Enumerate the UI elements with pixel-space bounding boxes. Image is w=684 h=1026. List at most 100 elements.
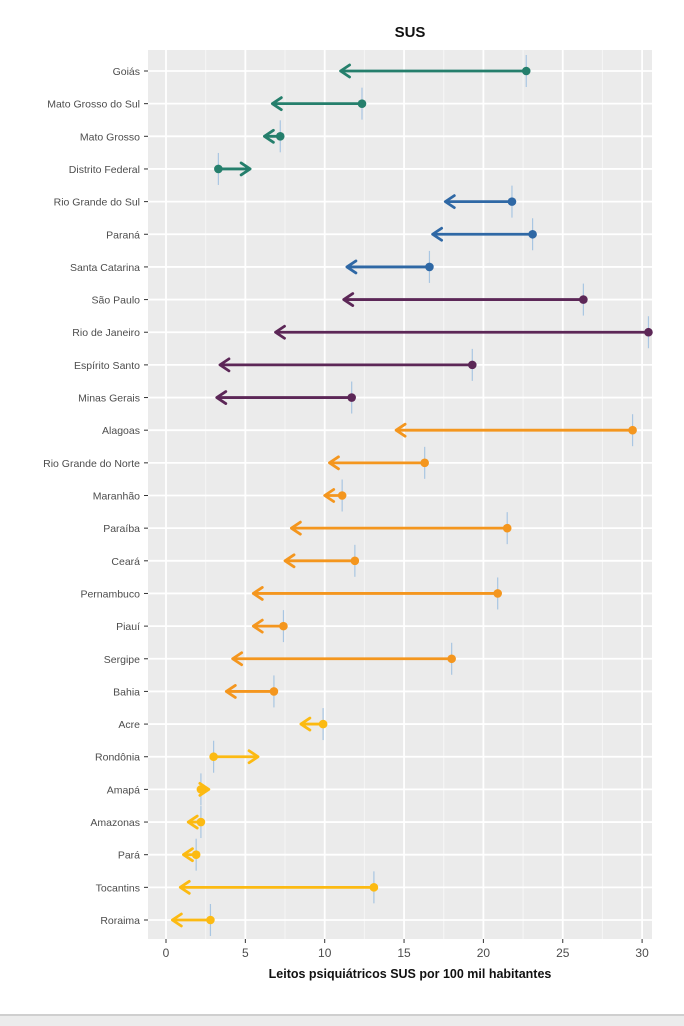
- y-tick-label: Minas Gerais: [78, 393, 140, 405]
- start-point: [275, 132, 285, 141]
- y-tick-label: Tocantins: [96, 882, 140, 894]
- state-row: [339, 55, 531, 87]
- y-tick-label: Amapá: [107, 784, 140, 796]
- plot-panel: [148, 50, 652, 939]
- arrow-head: [299, 716, 312, 732]
- arrow-head: [323, 488, 336, 503]
- state-row: [251, 577, 502, 610]
- arrow-head: [431, 226, 444, 242]
- start-point: [337, 491, 347, 500]
- x-axis: 0 5 10 15 20 25 30: [163, 939, 649, 960]
- y-tick-label: Rio Grande do Norte: [43, 458, 140, 470]
- state-row: [209, 740, 260, 773]
- state-row: [328, 446, 429, 479]
- arrow-head: [198, 781, 211, 797]
- y-tick-label: Rondônia: [95, 752, 140, 764]
- state-row: [299, 708, 328, 741]
- x-tick-label: 30: [635, 946, 649, 960]
- arrow-head: [224, 684, 237, 699]
- state-row: [178, 871, 379, 904]
- start-point: [521, 66, 531, 76]
- start-point: [507, 197, 517, 206]
- state-row: [170, 904, 215, 936]
- start-point: [644, 327, 653, 337]
- y-tick-label: Paraíba: [103, 523, 140, 535]
- start-point: [196, 817, 206, 827]
- arrow-head: [186, 814, 199, 830]
- start-point: [425, 262, 434, 272]
- state-row: [443, 185, 517, 218]
- arrow-head: [231, 651, 244, 667]
- y-tick-label: Bahia: [113, 686, 140, 698]
- start-point: [369, 883, 379, 892]
- start-point: [196, 785, 206, 794]
- start-point: [357, 99, 367, 108]
- state-row: [342, 283, 588, 316]
- state-row: [215, 381, 356, 414]
- arrow-head: [215, 390, 228, 405]
- y-tick-label: Mato Grosso do Sul: [47, 99, 140, 111]
- arrow-head: [394, 422, 407, 438]
- y-tick-label: Acre: [118, 719, 140, 731]
- arrow-head: [274, 324, 286, 340]
- state-row: [182, 838, 201, 871]
- state-row: [214, 152, 252, 185]
- start-point: [447, 654, 456, 664]
- y-tick-label: Roraima: [100, 915, 140, 927]
- y-tick-label: Paraná: [106, 229, 140, 241]
- arrow-head: [170, 912, 183, 928]
- y-tick-label: Espírito Santo: [74, 360, 140, 372]
- state-row: [431, 218, 537, 251]
- state-row: [186, 806, 206, 839]
- arrow-head: [251, 586, 264, 601]
- y-axis: Goiás Mato Grosso do Sul Mato Grosso Distri…: [43, 66, 148, 927]
- y-tick-label: Distrito Federal: [69, 164, 140, 176]
- state-row: [283, 544, 360, 577]
- start-point: [269, 687, 279, 696]
- x-tick-label: 20: [477, 946, 491, 960]
- x-axis-label: Leitos psiquiátricos SUS por 100 mil hab…: [269, 967, 552, 981]
- y-tick-label: Pernambuco: [80, 588, 140, 600]
- start-point: [528, 229, 537, 239]
- chart-title: SUS: [395, 24, 426, 41]
- arrow-head: [182, 847, 194, 863]
- start-point: [191, 850, 201, 859]
- y-tick-label: Pará: [118, 850, 140, 862]
- arrow-head: [239, 161, 252, 177]
- arrow-head: [247, 749, 260, 765]
- start-point: [350, 556, 360, 566]
- start-point: [347, 393, 356, 402]
- y-tick-label: Ceará: [111, 556, 140, 568]
- arrow-head: [178, 879, 191, 895]
- arrow-head: [283, 553, 296, 569]
- y-tick-label: Santa Catarina: [70, 262, 140, 274]
- arrow-head: [443, 194, 456, 210]
- arrow-head: [342, 292, 355, 307]
- y-tick-label: Amazonas: [90, 817, 140, 829]
- y-tick-label: Goiás: [113, 66, 140, 78]
- x-tick-label: 5: [242, 946, 249, 960]
- state-row: [231, 642, 456, 675]
- start-point: [502, 523, 512, 533]
- state-row: [323, 479, 347, 512]
- state-row: [224, 675, 279, 708]
- arrow-head: [270, 96, 283, 112]
- arrow-head: [345, 259, 358, 275]
- start-point: [318, 719, 328, 729]
- state-row: [251, 610, 288, 643]
- arrow-head: [339, 63, 351, 79]
- state-row: [289, 512, 512, 545]
- state-row: [345, 250, 434, 283]
- y-tick-label: Alagoas: [102, 425, 140, 437]
- state-row: [262, 120, 285, 153]
- x-tick-label: 15: [397, 946, 411, 960]
- start-point: [628, 425, 637, 435]
- x-tick-label: 25: [556, 946, 570, 960]
- x-tick-label: 10: [318, 946, 332, 960]
- y-tick-label: Sergipe: [104, 654, 140, 666]
- state-row: [218, 348, 477, 381]
- y-tick-label: Piauí: [116, 621, 140, 633]
- start-point: [214, 164, 223, 174]
- start-point: [493, 589, 502, 598]
